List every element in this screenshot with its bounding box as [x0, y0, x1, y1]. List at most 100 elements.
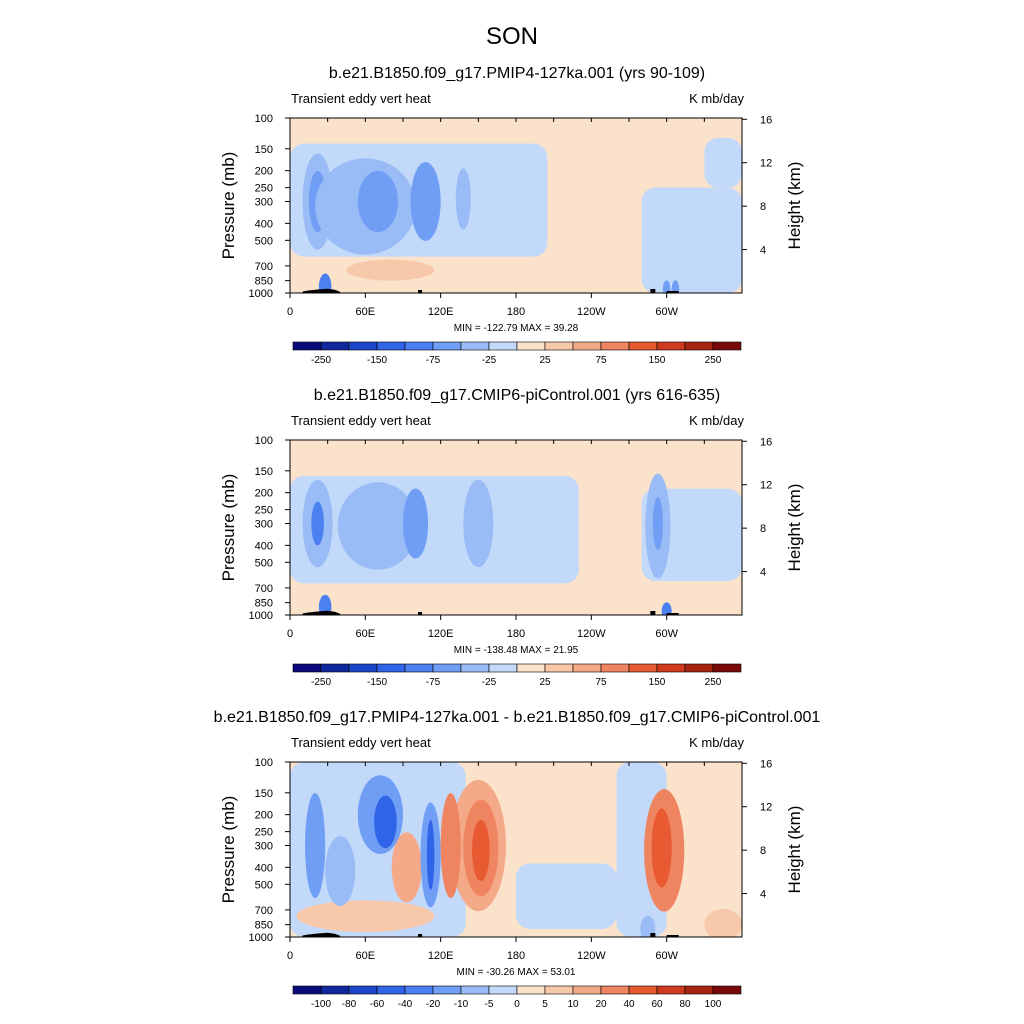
x-tick-label: 120E	[428, 306, 454, 318]
colorbar-label: 25	[539, 677, 551, 688]
colorbar-box	[628, 341, 658, 351]
contour-region	[662, 280, 671, 293]
y-right-axis-label: Height (km)	[785, 484, 804, 572]
colorbar-label: -250	[311, 355, 331, 366]
y-tick-label: 1000	[249, 610, 273, 622]
colorbar-box	[684, 985, 714, 995]
y-axis-label: Pressure (mb)	[219, 796, 238, 904]
colorbar-box	[684, 663, 714, 673]
contour-region	[671, 280, 680, 293]
y-right-tick-label: 4	[760, 889, 766, 901]
contour-region	[472, 819, 490, 882]
panel-units: K mb/day	[689, 91, 744, 106]
min-max-stats: MIN = -30.26 MAX = 53.01	[457, 967, 576, 978]
colorbar-box	[376, 663, 406, 673]
contour-region	[374, 795, 397, 849]
contour-region	[296, 900, 435, 932]
colorbar-box	[684, 341, 714, 351]
topography	[650, 289, 656, 293]
y-right-tick-label: 4	[760, 245, 766, 257]
y-right-tick-label: 8	[760, 523, 766, 535]
contour-region	[318, 594, 332, 615]
contour-field	[290, 762, 742, 937]
topography	[650, 611, 656, 615]
y-right-tick-label: 12	[760, 480, 772, 492]
colorbar-box	[656, 341, 686, 351]
colorbar-label: -40	[398, 999, 413, 1010]
colorbar-box	[376, 985, 406, 995]
contour-region	[704, 137, 742, 188]
contour-region	[410, 162, 441, 241]
contour-region	[440, 792, 461, 898]
contour-region	[290, 475, 579, 584]
colorbar-box	[712, 663, 742, 673]
topography	[666, 935, 679, 937]
colorbar-box	[712, 341, 742, 351]
x-tick-label: 180	[507, 628, 525, 640]
y-tick-label: 100	[255, 435, 273, 447]
topography	[666, 613, 679, 615]
colorbar-box	[432, 985, 462, 995]
x-tick-label: 180	[507, 306, 525, 318]
colorbar-box	[572, 663, 602, 673]
y-right-tick-label: 8	[760, 201, 766, 213]
colorbar-box	[488, 985, 518, 995]
y-tick-label: 700	[255, 583, 273, 595]
contour-field	[290, 118, 742, 293]
y-tick-label: 200	[255, 166, 273, 178]
colorbar-label: 100	[705, 999, 722, 1010]
colorbar-box	[516, 341, 546, 351]
y-tick-label: 500	[255, 557, 273, 569]
colorbar-box	[488, 663, 518, 673]
contour-region	[426, 820, 435, 891]
colorbar-label: 150	[649, 677, 666, 688]
contour-region	[463, 479, 494, 568]
contour-region	[325, 836, 356, 907]
colorbar-box	[600, 341, 630, 351]
colorbar-label: -75	[426, 355, 441, 366]
colorbar-box	[404, 341, 434, 351]
y-tick-label: 300	[255, 196, 273, 208]
colorbar-box	[292, 341, 322, 351]
y-right-tick-label: 8	[760, 845, 766, 857]
y-axis-label: Pressure (mb)	[219, 152, 238, 260]
contour-region	[704, 908, 742, 937]
y-right-tick-label: 12	[760, 802, 772, 814]
panel-units: K mb/day	[689, 413, 744, 428]
colorbar-label: 5	[542, 999, 548, 1010]
contour-region	[641, 187, 742, 293]
x-tick-label: 60W	[655, 306, 678, 318]
colorbar-label: -60	[370, 999, 385, 1010]
topography	[666, 291, 679, 293]
x-tick-label: 120E	[428, 950, 454, 962]
colorbar-label: 25	[539, 355, 551, 366]
x-tick-label: 120W	[577, 628, 606, 640]
colorbar-label: -20	[426, 999, 441, 1010]
y-tick-label: 250	[255, 183, 273, 195]
colorbar-box	[348, 663, 378, 673]
colorbar-box	[628, 663, 658, 673]
x-tick-label: 60E	[356, 306, 376, 318]
topography	[418, 612, 423, 615]
topography	[418, 934, 423, 937]
colorbar-box	[488, 341, 518, 351]
colorbar-box	[600, 663, 630, 673]
topography	[418, 290, 423, 293]
colorbar-box	[348, 985, 378, 995]
colorbar-box	[404, 985, 434, 995]
colorbar-label: 40	[623, 999, 635, 1010]
colorbar-box	[348, 341, 378, 351]
colorbar-label: 0	[514, 999, 520, 1010]
y-right-axis-label: Height (km)	[785, 162, 804, 250]
contour-region	[391, 832, 422, 903]
colorbar-box	[516, 985, 546, 995]
chart-panel-3: b.e21.B1850.f09_g17.PMIP4-127ka.001 - b.…	[214, 709, 821, 1010]
y-tick-label: 100	[255, 757, 273, 769]
y-tick-label: 250	[255, 505, 273, 517]
contour-region	[640, 915, 656, 937]
y-tick-label: 150	[255, 466, 273, 478]
colorbar-box	[544, 341, 574, 351]
y-tick-label: 250	[255, 827, 273, 839]
x-tick-label: 60W	[655, 628, 678, 640]
